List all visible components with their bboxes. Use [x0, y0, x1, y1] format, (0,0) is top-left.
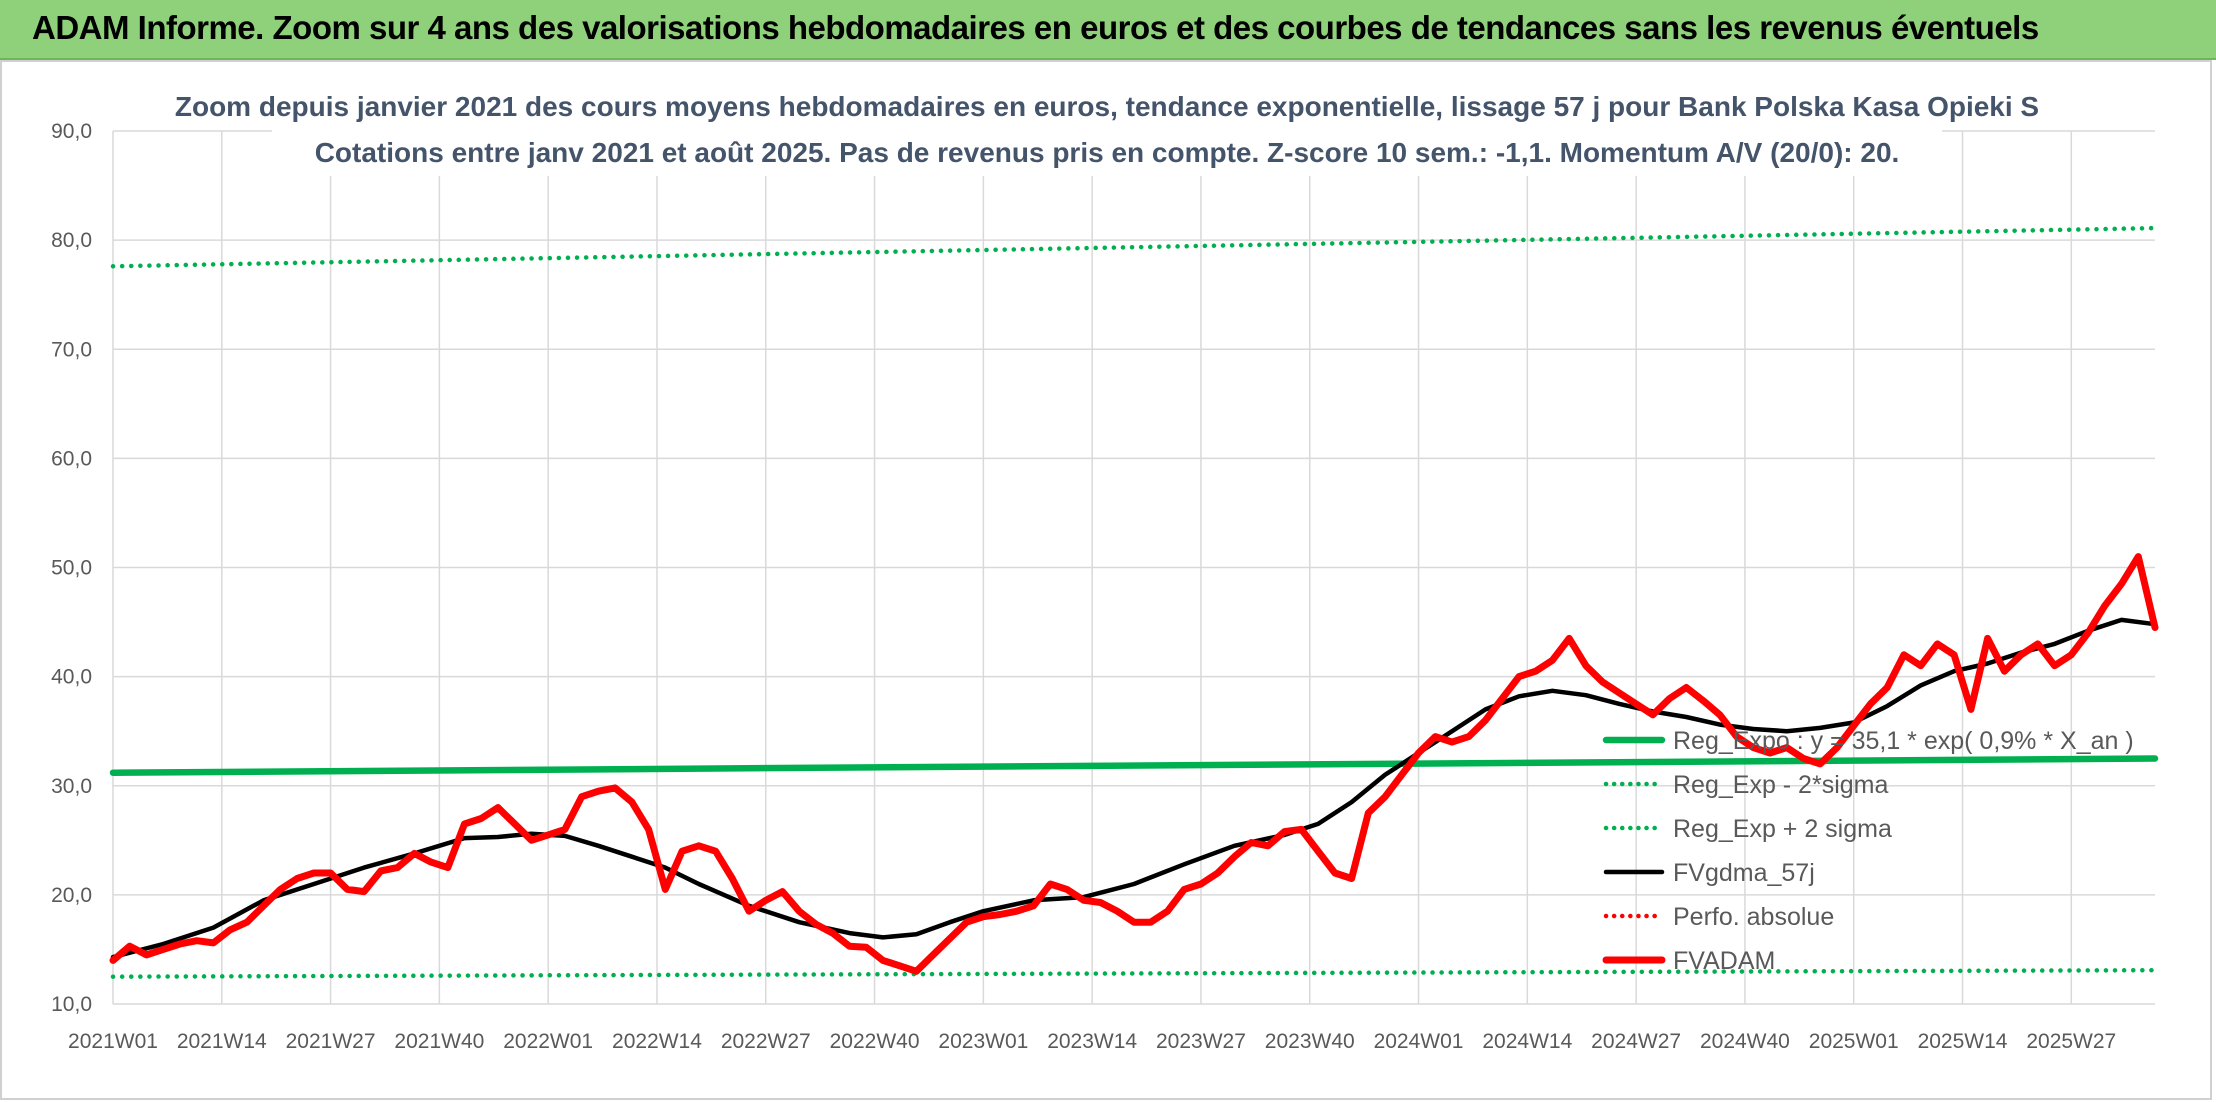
x-tick-label: 2023W01: [938, 1030, 1028, 1053]
x-tick-label: 2022W01: [503, 1030, 593, 1053]
x-axis: 2021W01 2021W14 2021W27 2021W40 2022W01 2022W…: [68, 1030, 2116, 1053]
title-background: [272, 80, 1942, 176]
y-tick-label: 90,0: [51, 120, 92, 143]
chart-title: Zoom depuis janvier 2021 des cours moyen…: [175, 91, 2039, 122]
x-tick-label: 2025W27: [2026, 1030, 2116, 1053]
y-tick-label: 70,0: [51, 338, 92, 361]
y-axis: 10,0 20,0 30,0 40,0 50,0 60,0 70,0 80,0 90,0: [51, 120, 92, 1016]
legend-label: Reg_Exp - 2*sigma: [1673, 771, 1888, 799]
legend-label: Reg_Expo : y = 35,1 * exp( 0,9% * X_an ): [1673, 727, 2134, 755]
x-tick-label: 2022W40: [830, 1030, 920, 1053]
y-tick-label: 60,0: [51, 447, 92, 470]
x-tick-label: 2025W14: [1918, 1030, 2008, 1053]
x-tick-label: 2021W01: [68, 1030, 158, 1053]
grid: [112, 130, 2155, 1005]
legend-label: FVgdma_57j: [1673, 859, 1815, 887]
series-line-1: [110, 967, 2158, 979]
x-tick-label: 2024W01: [1374, 1030, 1464, 1053]
x-tick-label: 2021W14: [177, 1030, 267, 1053]
x-tick-label: 2023W14: [1047, 1030, 1137, 1053]
legend-label: FVADAM: [1673, 947, 1775, 975]
chart-subtitle: Cotations entre janv 2021 et août 2025. …: [315, 137, 1900, 168]
x-tick-label: 2025W01: [1809, 1030, 1899, 1053]
y-tick-label: 20,0: [51, 884, 92, 907]
x-tick-label: 2021W40: [394, 1030, 484, 1053]
x-tick-label: 2022W14: [612, 1030, 702, 1053]
x-tick-label: 2024W14: [1482, 1030, 1572, 1053]
y-tick-label: 40,0: [51, 666, 92, 689]
y-tick-label: 30,0: [51, 775, 92, 798]
series-layer: [109, 225, 2159, 979]
header-bar: ADAM Informe. Zoom sur 4 ans des valoris…: [0, 0, 2216, 60]
x-tick-label: 2024W40: [1700, 1030, 1790, 1053]
x-tick-label: 2023W27: [1156, 1030, 1246, 1053]
y-tick-label: 10,0: [51, 993, 92, 1016]
x-tick-label: 2023W40: [1265, 1030, 1355, 1053]
x-tick-label: 2022W27: [721, 1030, 811, 1053]
series-line-5: [109, 553, 2159, 975]
chart-frame: [0, 60, 2212, 1100]
legend: Reg_Expo : y = 35,1 * exp( 0,9% * X_an )…: [1602, 727, 2134, 975]
legend-label: Reg_Exp + 2 sigma: [1673, 815, 1892, 843]
series-line-2: [110, 225, 2158, 269]
legend-label: Perfo. absolue: [1673, 903, 1834, 931]
y-tick-label: 50,0: [51, 557, 92, 580]
x-tick-label: 2024W27: [1591, 1030, 1681, 1053]
x-tick-label: 2021W27: [286, 1030, 376, 1053]
header-title: ADAM Informe. Zoom sur 4 ans des valoris…: [32, 9, 2039, 46]
y-tick-label: 80,0: [51, 229, 92, 252]
